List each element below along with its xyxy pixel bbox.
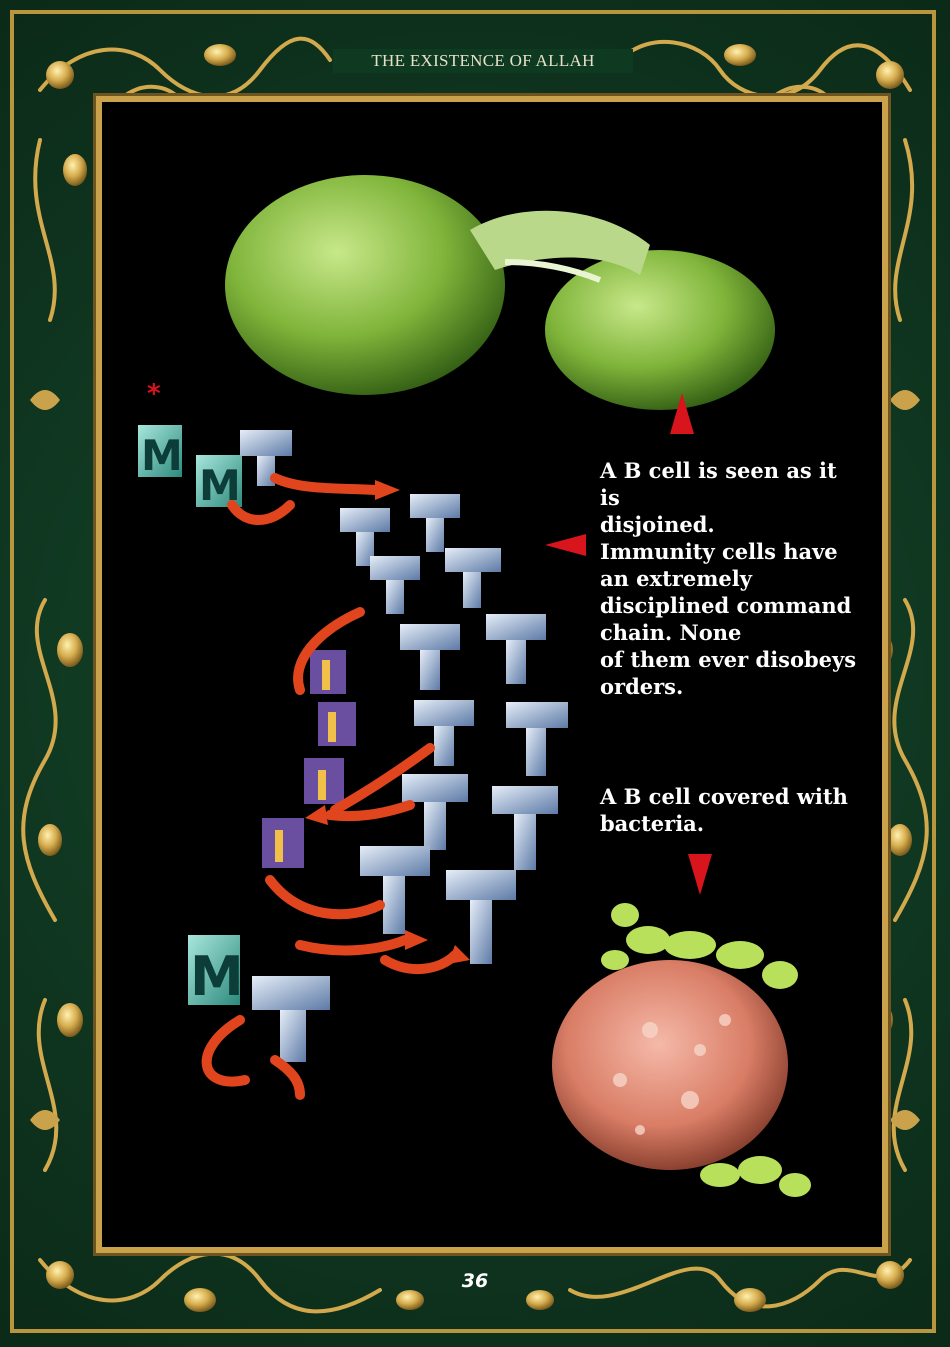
page-number: 36 [461, 1270, 489, 1292]
pointer-arrow-left [545, 534, 586, 556]
b-cell-factory-blocks [262, 650, 356, 868]
command-chain-diagram: * M M M [138, 379, 568, 1100]
m-cell-icon: M M M [138, 425, 244, 1008]
gold-picture-frame [96, 96, 888, 1253]
outer-border [10, 10, 936, 1333]
svg-text:*: * [147, 379, 161, 409]
svg-text:M: M [141, 431, 183, 480]
t-cell-blocks [240, 430, 568, 1062]
bacteria-covered-b-cell [552, 903, 811, 1197]
caption-split-cell: A B cell is seen as it is disjoined. [600, 458, 837, 537]
book-title-header: THE EXISTENCE OF ALLAH [333, 49, 633, 73]
caption-covered-cell: A B cell covered with bacteria. [600, 784, 848, 836]
pointer-arrow-down [688, 854, 712, 895]
dividing-b-cell [225, 175, 775, 410]
caption-command-chain: Immunity cells have an extremely discipl… [600, 539, 857, 699]
svg-text:M: M [190, 945, 244, 1008]
pointer-arrow-up [670, 393, 694, 434]
